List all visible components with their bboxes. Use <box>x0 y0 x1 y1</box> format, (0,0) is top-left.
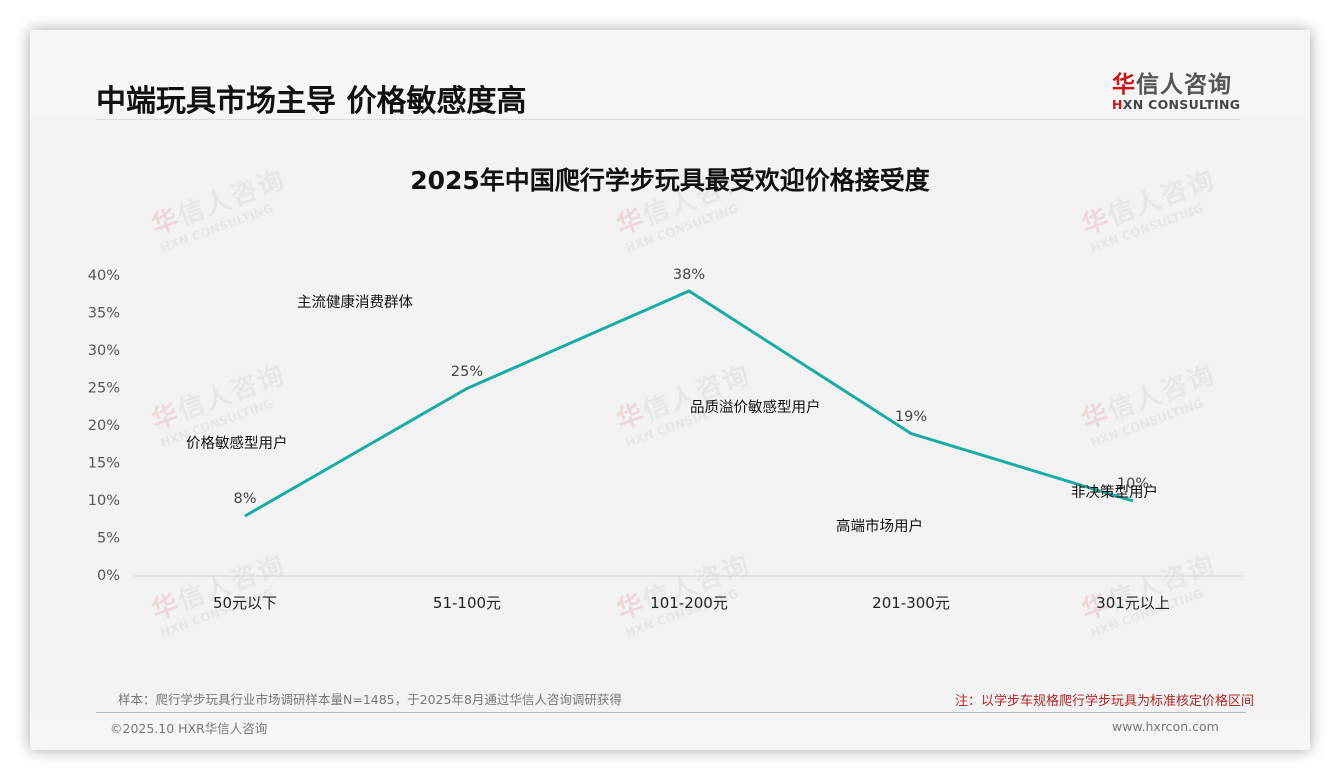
svg-text:301元以上: 301元以上 <box>1096 594 1170 612</box>
series-line <box>244 289 1134 518</box>
y-axis: 0% 5% 10% 15% 20% 25% 30% 35% 40% <box>88 268 120 584</box>
svg-text:25%: 25% <box>451 364 483 380</box>
svg-text:51-100元: 51-100元 <box>433 594 501 612</box>
annotation-price-sensitive: 价格敏感型用户 <box>186 435 288 452</box>
svg-text:10%: 10% <box>88 493 120 509</box>
price-range-note: 注：以学步车规格爬行学步玩具为标准核定价格区间 <box>955 694 1255 709</box>
slide: 中端玩具市场主导 价格敏感度高 华信人咨询 HXN CONSULTING 华信人… <box>30 30 1310 750</box>
svg-text:40%: 40% <box>88 268 120 284</box>
annotation-quality-premium: 品质溢价敏感型用户 <box>690 399 821 416</box>
logo-english: HXN CONSULTING <box>1112 97 1241 112</box>
title-divider <box>96 119 1240 120</box>
svg-text:35%: 35% <box>88 306 120 322</box>
sample-note: 样本：爬行学步玩具行业市场调研样本量N=1485，于2025年8月通过华信人咨询… <box>118 692 622 707</box>
chart-title: 2025年中国爬行学步玩具最受欢迎价格接受度 <box>410 166 930 195</box>
segment-annotations: 价格敏感型用户 主流健康消费群体 品质溢价敏感型用户 高端市场用户 非决策型用户 <box>186 294 1158 535</box>
website-link[interactable]: www.hxrcon.com <box>1112 719 1219 734</box>
page-title: 中端玩具市场主导 价格敏感度高 <box>96 84 527 119</box>
svg-text:19%: 19% <box>895 409 927 425</box>
company-logo: 华信人咨询 HXN CONSULTING <box>1112 65 1242 112</box>
svg-text:20%: 20% <box>88 418 120 434</box>
data-labels: 8% 25% 38% 19% 10% <box>233 267 1149 507</box>
svg-text:38%: 38% <box>673 267 705 283</box>
footer-divider <box>96 712 1246 713</box>
footer-band <box>30 713 1310 750</box>
svg-text:201-300元: 201-300元 <box>872 594 950 612</box>
svg-text:25%: 25% <box>88 381 120 397</box>
annotation-mainstream: 主流健康消费群体 <box>297 294 413 311</box>
annotation-non-decision: 非决策型用户 <box>1071 484 1158 501</box>
x-axis: 50元以下 51-100元 101-200元 201-300元 301元以上 <box>213 594 1170 612</box>
svg-text:0%: 0% <box>97 568 120 584</box>
svg-text:10%: 10% <box>1117 476 1149 492</box>
logo-chinese: 华信人咨询 <box>1112 72 1232 98</box>
svg-text:101-200元: 101-200元 <box>650 594 728 612</box>
copyright: ©2025.10 HXR华信人咨询 <box>110 721 268 736</box>
svg-text:5%: 5% <box>97 531 120 547</box>
svg-text:30%: 30% <box>88 343 120 359</box>
svg-text:50元以下: 50元以下 <box>213 594 277 612</box>
line-chart: 0% 5% 10% 15% 20% 25% 30% 35% 40% 50元以下 … <box>88 267 1244 612</box>
svg-text:8%: 8% <box>233 491 256 507</box>
svg-text:15%: 15% <box>88 456 120 472</box>
annotation-high-end: 高端市场用户 <box>836 518 923 535</box>
header-band <box>30 30 1310 118</box>
